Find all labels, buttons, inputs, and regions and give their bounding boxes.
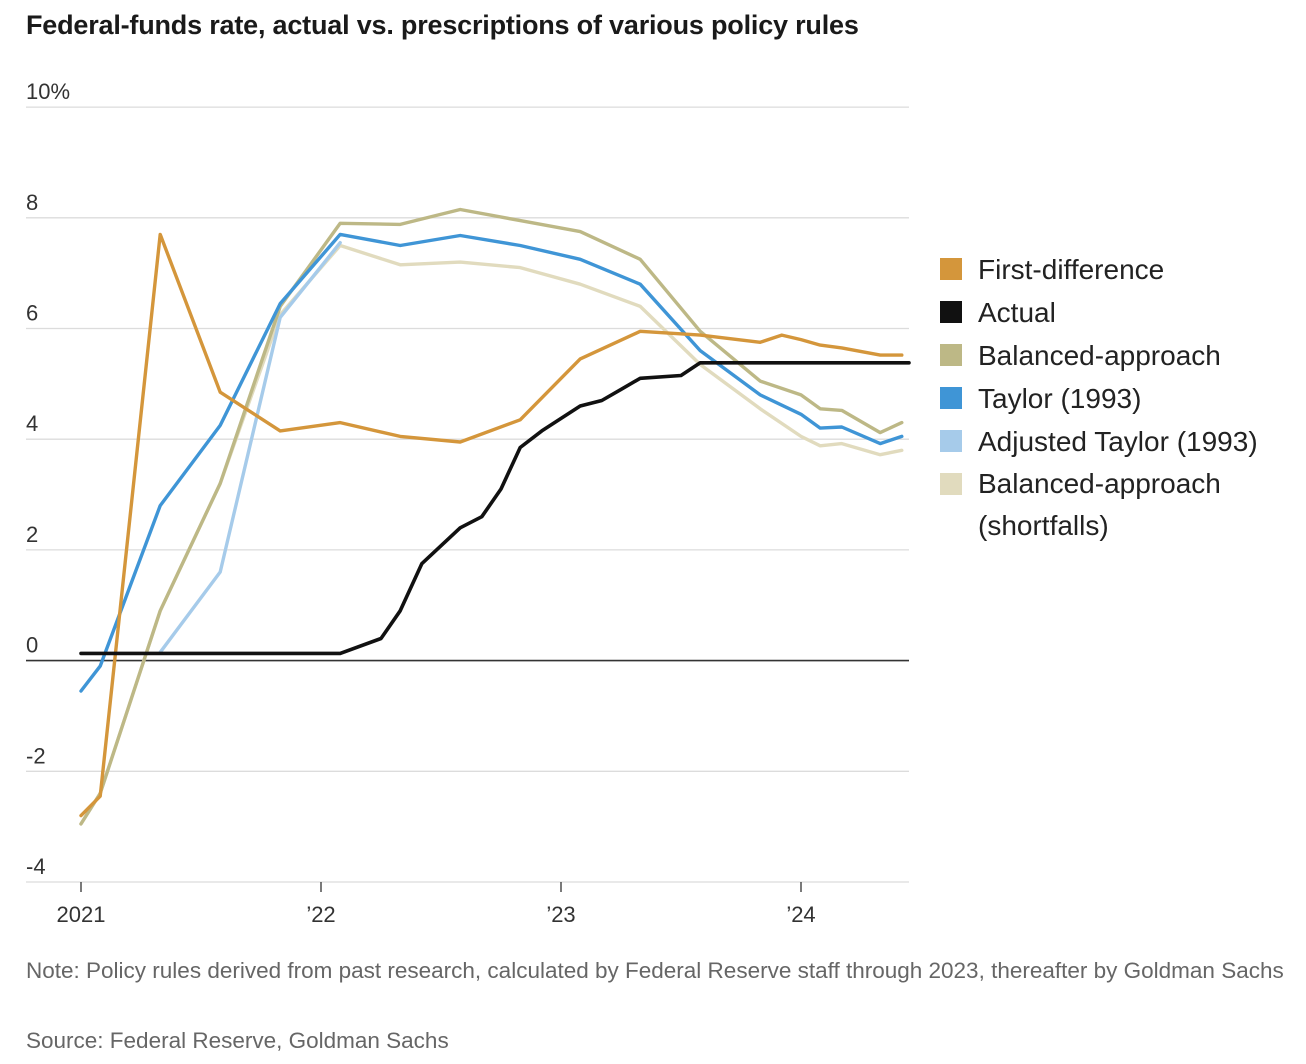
- y-tick-label: 4: [26, 411, 38, 436]
- y-tick-label: 0: [26, 633, 38, 658]
- series-line-adjusted-taylor-1993: [158, 241, 342, 654]
- series-line-balanced-approach: [79, 207, 904, 826]
- legend-item: First-difference: [940, 248, 1300, 291]
- y-tick-label: 6: [26, 301, 38, 326]
- y-tick-label: 8: [26, 190, 38, 215]
- x-tick-label: ’23: [546, 902, 575, 927]
- legend-swatch: [940, 258, 962, 280]
- legend-swatch: [940, 344, 962, 366]
- series-line-taylor-1993: [79, 232, 904, 693]
- line-chart: 10% 8 6 4 2 0 -2 -4 2021 ’22 ’23 ’24: [26, 79, 911, 927]
- legend-item: Adjusted Taylor (1993): [940, 420, 1300, 463]
- chart-title: Federal-funds rate, actual vs. prescript…: [26, 10, 859, 40]
- legend-item: Balanced-approach: [940, 334, 1300, 377]
- legend-label: Balanced-approach: [978, 340, 1221, 371]
- series-line-balanced-approach-shortfalls: [79, 243, 904, 826]
- gridlines: [26, 106, 909, 883]
- chart-note: Note: Policy rules derived from past res…: [26, 958, 1284, 983]
- legend-swatch: [940, 387, 962, 409]
- y-axis-ticks: 10% 8 6 4 2 0 -2 -4: [26, 79, 70, 879]
- x-axis-ticks: 2021 ’22 ’23 ’24: [57, 882, 816, 927]
- x-tick-label: 2021: [57, 902, 106, 927]
- y-tick-label: -2: [26, 743, 46, 768]
- series-line-first-difference: [79, 232, 904, 818]
- legend-swatch: [940, 473, 962, 495]
- legend-label: (shortfalls): [978, 510, 1109, 541]
- legend-label: First-difference: [978, 254, 1165, 285]
- x-tick-label: ’24: [786, 902, 815, 927]
- y-tick-label: 2: [26, 522, 38, 547]
- y-tick-label: -4: [26, 854, 46, 879]
- legend-swatch: [940, 430, 962, 452]
- legend-label: Actual: [978, 297, 1056, 328]
- y-tick-label: 10%: [26, 79, 70, 104]
- legend-swatch: [940, 301, 962, 323]
- legend-item: Actual: [940, 291, 1300, 334]
- legend: First-difference Actual Balanced-approach T…: [940, 248, 1300, 547]
- chart-source: Source: Federal Reserve, Goldman Sachs: [26, 1028, 449, 1053]
- legend-item: Balanced-approach (shortfalls): [940, 463, 1300, 547]
- legend-label: Balanced-approach: [978, 468, 1221, 499]
- legend-label: Adjusted Taylor (1993): [978, 426, 1258, 457]
- legend-item: Taylor (1993): [940, 377, 1300, 420]
- x-tick-label: ’22: [306, 902, 335, 927]
- series-lines: [79, 207, 911, 826]
- legend-label: Taylor (1993): [978, 383, 1142, 414]
- series-line-actual: [79, 361, 911, 656]
